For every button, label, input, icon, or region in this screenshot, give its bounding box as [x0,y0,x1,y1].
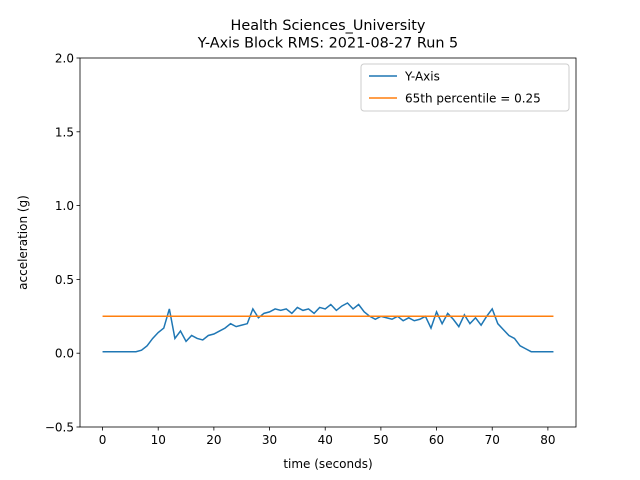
x-axis-label: time (seconds) [283,457,372,471]
x-tick-label: 80 [540,433,555,447]
x-tick-label: 60 [429,433,444,447]
y-axis-label: acceleration (g) [16,195,30,290]
x-tick-label: 20 [206,433,221,447]
x-tick-label: 10 [151,433,166,447]
y-tick-label: 1.5 [55,125,74,139]
x-tick-label: 50 [373,433,388,447]
data-line [102,302,554,353]
x-tick-label: 70 [485,433,500,447]
y-tick-label: 2.0 [55,52,74,66]
y-tick-label: 0.0 [55,347,74,361]
x-tick-label: 0 [99,433,107,447]
x-tick-label: 30 [262,433,277,447]
y-tick-label: 1.0 [55,199,74,213]
x-tick-label: 40 [318,433,333,447]
legend-label: 65th percentile = 0.25 [405,92,541,106]
plot-frame [79,57,577,428]
legend-box [360,63,570,112]
y-tick-label: 0.5 [55,273,74,287]
chart-title: Health Sciences_University Y-Axis Block R… [197,18,458,51]
legend-label: Y-Axis [404,70,440,84]
y-tick-label: −0.5 [45,421,74,435]
